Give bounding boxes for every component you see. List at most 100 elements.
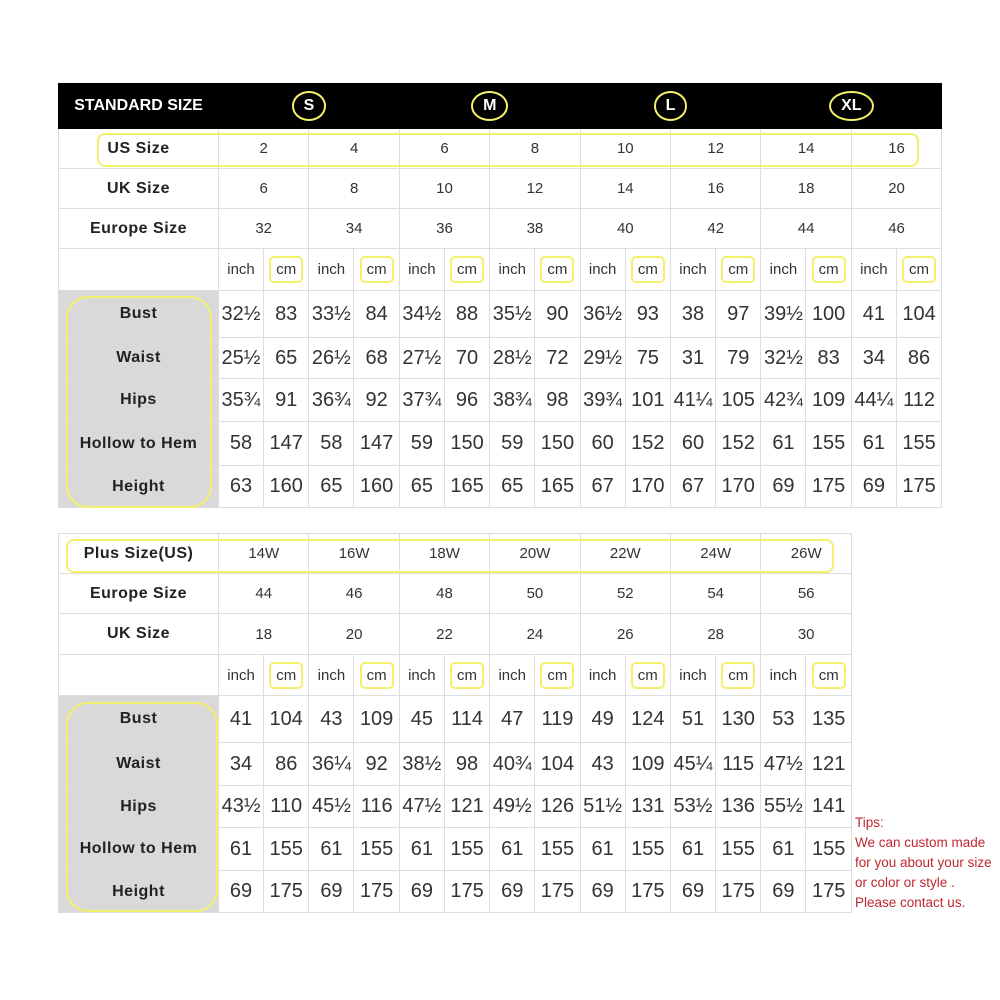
unit-inch: inch <box>218 654 265 696</box>
measure-value: 114 <box>443 695 491 743</box>
measure-value: 93 <box>624 290 672 338</box>
measure-value: 25½ <box>218 337 264 379</box>
measure-label: Bust <box>58 290 219 338</box>
measure-value: 121 <box>443 785 491 828</box>
unit-inch: inch <box>850 248 897 291</box>
unit-inch: inch <box>308 248 355 291</box>
unit-inch: inch <box>489 654 536 696</box>
measure-value: 175 <box>714 870 762 913</box>
measure-value: 160 <box>262 465 310 508</box>
tips-line: Please contact us. <box>855 895 966 910</box>
size-value: 6 <box>217 168 310 209</box>
measure-value: 61 <box>398 827 445 871</box>
measure-label: Hips <box>58 378 219 422</box>
row-label: UK Size <box>58 168 219 209</box>
size-value: 36 <box>398 208 491 249</box>
measure-value: 65 <box>398 465 445 508</box>
size-value: 46 <box>850 208 943 249</box>
size-value: 14 <box>760 128 852 169</box>
size-value: 46 <box>308 573 400 614</box>
measure-value: 98 <box>443 742 491 786</box>
size-row: UK Size 18 20 22 24 26 28 30 <box>57 613 852 655</box>
measure-value: 155 <box>714 827 762 871</box>
unit-cm-cell: cm <box>353 248 400 291</box>
measure-value: 68 <box>353 337 400 379</box>
plus-size-table: Plus Size(US) 14W 16W 18W 20W 22W 24W 26W Europe… <box>57 533 852 913</box>
measure-value: 104 <box>895 290 943 338</box>
measure-value: 84 <box>353 290 400 338</box>
measure-value: 42¾ <box>760 378 807 422</box>
size-value: 18 <box>218 613 310 655</box>
measure-value: 43½ <box>218 785 265 828</box>
measure-value: 34 <box>850 337 897 379</box>
size-value: 24W <box>669 533 762 574</box>
measure-value: 35¾ <box>218 378 264 422</box>
measure-value: 61 <box>760 421 807 466</box>
size-value: 18W <box>398 533 491 574</box>
measure-value: 65 <box>308 465 355 508</box>
measure-value: 31 <box>670 337 717 379</box>
measure-value: 58 <box>218 421 264 466</box>
row-label: Europe Size <box>58 208 219 249</box>
measure-value: 69 <box>579 870 626 913</box>
unit-cm-cell: cm <box>895 248 943 291</box>
measure-value: 63 <box>218 465 264 508</box>
measure-value: 72 <box>534 337 581 379</box>
size-value: 34 <box>308 208 400 249</box>
measure-value: 65 <box>489 465 536 508</box>
unit-inch: inch <box>579 248 626 291</box>
measure-value: 36¼ <box>308 742 355 786</box>
unit-cm: cm <box>359 256 394 283</box>
measure-value: 35½ <box>489 290 536 338</box>
measure-value: 55½ <box>760 785 807 828</box>
measure-value: 155 <box>805 827 852 871</box>
tips-line: We can custom made <box>855 835 986 850</box>
size-value: 8 <box>489 128 581 169</box>
unit-cm-cell: cm <box>805 248 852 291</box>
measure-value: 67 <box>670 465 717 508</box>
measure-value: 27½ <box>398 337 445 379</box>
measure-row: Height 63 160 65 160 65 165 65 165 67 170 67 170 69 17… <box>58 465 943 508</box>
unit-cm-cell: cm <box>534 248 581 291</box>
empty-cell <box>58 248 219 291</box>
measure-value: 170 <box>624 465 672 508</box>
size-value: 54 <box>669 573 762 614</box>
measure-value: 69 <box>760 465 807 508</box>
measure-value: 83 <box>262 290 310 338</box>
unit-cm-cell: cm <box>443 248 491 291</box>
measure-value: 26½ <box>308 337 355 379</box>
measure-value: 34½ <box>398 290 445 338</box>
size-value: 16W <box>308 533 400 574</box>
measure-value: 61 <box>308 827 355 871</box>
size-value: 40 <box>579 208 672 249</box>
measure-value: 115 <box>714 742 762 786</box>
measure-value: 98 <box>534 378 581 422</box>
measure-value: 131 <box>624 785 672 828</box>
measure-row: Waist 34 86 36¼ 92 38½ 98 40¾ 104 43 109 45¼ 115 47½ 1… <box>57 742 852 786</box>
size-value: 10 <box>398 168 491 209</box>
measure-value: 36½ <box>579 290 626 338</box>
measure-value: 61 <box>218 827 265 871</box>
size-value: 16 <box>670 168 762 209</box>
measure-value: 150 <box>534 421 581 466</box>
size-letter-cell: L <box>579 83 762 129</box>
measure-value: 83 <box>805 337 852 379</box>
unit-cm-cell: cm <box>805 654 852 696</box>
measure-row: Hollow to Hem 58 147 58 147 59 150 59 150 60 152 60… <box>58 421 943 466</box>
measure-value: 58 <box>308 421 355 466</box>
size-value: 42 <box>670 208 762 249</box>
measure-value: 150 <box>443 421 491 466</box>
row-label: Europe Size <box>57 573 220 614</box>
measure-value: 155 <box>895 421 943 466</box>
measure-value: 121 <box>805 742 852 786</box>
measure-value: 75 <box>624 337 672 379</box>
unit-inch: inch <box>398 248 445 291</box>
measure-value: 60 <box>670 421 717 466</box>
size-value: 26W <box>760 533 852 574</box>
size-value: 12 <box>489 168 581 209</box>
measure-value: 170 <box>715 465 762 508</box>
size-value: 44 <box>218 573 310 614</box>
measure-value: 51 <box>670 695 716 743</box>
size-value: 20W <box>489 533 581 574</box>
measure-value: 51½ <box>579 785 626 828</box>
